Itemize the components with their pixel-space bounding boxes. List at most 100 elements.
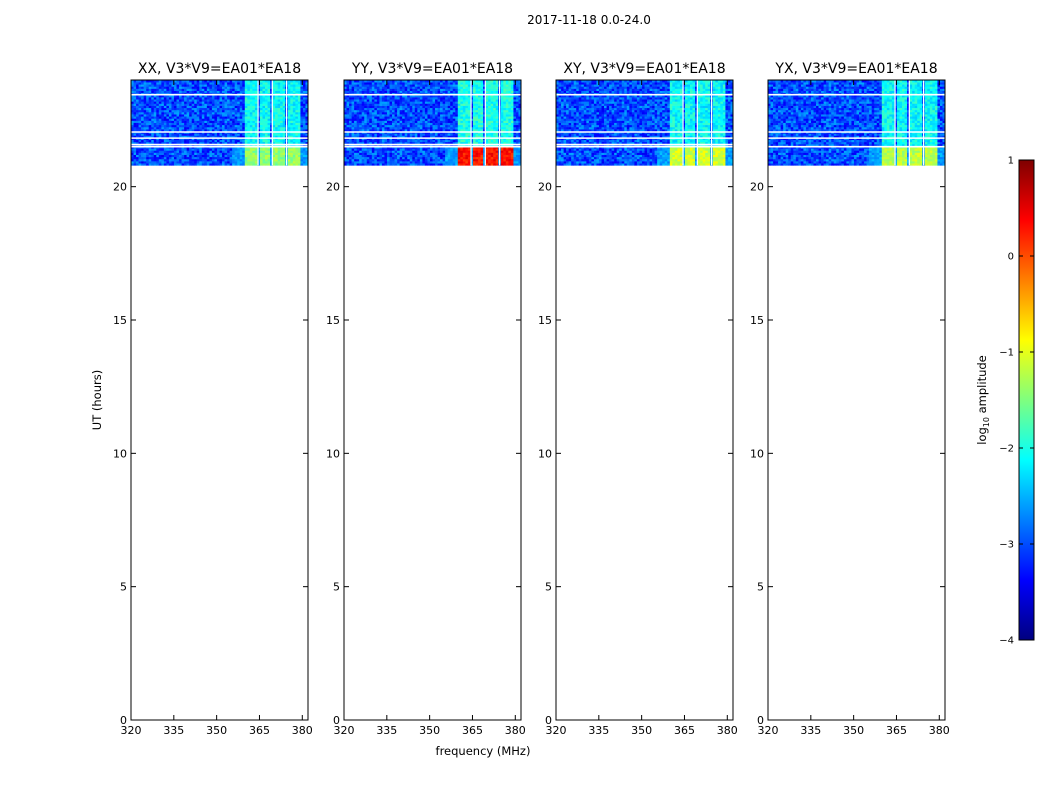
heatmap-cell bbox=[392, 101, 395, 104]
heatmap-cell bbox=[232, 116, 235, 119]
heatmap-cell bbox=[189, 161, 192, 164]
heatmap-cell bbox=[414, 135, 418, 138]
heatmap-cell bbox=[270, 82, 273, 85]
heatmap-cell bbox=[452, 150, 456, 153]
heatmap-cell bbox=[173, 80, 177, 83]
heatmap-cell bbox=[344, 105, 347, 109]
heatmap-cell bbox=[485, 148, 489, 151]
heatmap-cell bbox=[432, 126, 436, 130]
heatmap-cell bbox=[346, 99, 350, 102]
heatmap-cell bbox=[267, 90, 271, 94]
heatmap-cell bbox=[402, 163, 405, 166]
heatmap-cell bbox=[513, 154, 517, 158]
heatmap-cell bbox=[359, 105, 362, 109]
heatmap-cell bbox=[252, 97, 256, 100]
heatmap-cell bbox=[437, 152, 441, 155]
heatmap-cell bbox=[505, 163, 509, 166]
heatmap-cell bbox=[232, 122, 235, 126]
heatmap-cell bbox=[407, 99, 411, 102]
heatmap-cell bbox=[173, 109, 177, 113]
heatmap-cell bbox=[490, 133, 494, 136]
heatmap-cell bbox=[146, 112, 149, 115]
heatmap-cell bbox=[168, 141, 172, 145]
heatmap-cell bbox=[414, 139, 418, 143]
heatmap-cell bbox=[272, 161, 276, 164]
heatmap-cell bbox=[229, 101, 233, 104]
heatmap-cell bbox=[417, 114, 421, 117]
heatmap-cell bbox=[417, 158, 421, 162]
heatmap-cell bbox=[344, 163, 347, 166]
heatmap-cell bbox=[277, 116, 281, 119]
heatmap-cell bbox=[480, 112, 484, 115]
heatmap-cell bbox=[394, 120, 398, 123]
heatmap-cell bbox=[267, 163, 271, 166]
heatmap-cell bbox=[158, 122, 162, 126]
heatmap-cell bbox=[173, 161, 177, 164]
heatmap-cell bbox=[447, 133, 451, 136]
heatmap-cell bbox=[166, 126, 170, 130]
heatmap-cell bbox=[369, 152, 373, 155]
heatmap-cell bbox=[427, 163, 431, 166]
heatmap-cell bbox=[224, 156, 228, 160]
heatmap-cell bbox=[442, 107, 446, 111]
heatmap-cell bbox=[432, 116, 436, 119]
heatmap-cell bbox=[181, 120, 185, 123]
heatmap-cell bbox=[184, 139, 187, 143]
heatmap-cell bbox=[252, 103, 256, 106]
heatmap-cell bbox=[369, 112, 373, 115]
heatmap-cell bbox=[262, 84, 266, 87]
heatmap-cell bbox=[199, 163, 203, 166]
heatmap-cell bbox=[389, 135, 393, 138]
heatmap-cell bbox=[295, 84, 299, 87]
heatmap-cell bbox=[184, 97, 187, 100]
heatmap-cell bbox=[191, 112, 195, 115]
heatmap-cell bbox=[191, 156, 195, 160]
heatmap-cell bbox=[478, 154, 481, 158]
heatmap-cell bbox=[407, 154, 411, 158]
heatmap-cell bbox=[475, 120, 479, 123]
heatmap-cell bbox=[495, 152, 499, 155]
heatmap-cell bbox=[186, 133, 190, 136]
heatmap-cell bbox=[181, 118, 185, 121]
heatmap-cell bbox=[493, 114, 497, 117]
heatmap-cell bbox=[277, 150, 281, 153]
heatmap-cell bbox=[227, 141, 230, 145]
heatmap-cell bbox=[239, 163, 243, 166]
heatmap-cell bbox=[432, 109, 436, 113]
heatmap-cell bbox=[232, 158, 235, 162]
heatmap-cell bbox=[143, 90, 147, 94]
heatmap-cell bbox=[366, 118, 370, 121]
heatmap-cell bbox=[171, 152, 175, 155]
heatmap-cell bbox=[184, 126, 187, 130]
heatmap-cell bbox=[219, 126, 223, 130]
heatmap-cell bbox=[354, 150, 357, 153]
heatmap-cell bbox=[222, 163, 225, 166]
heatmap-cell bbox=[392, 133, 395, 136]
heatmap-cell bbox=[249, 122, 253, 126]
heatmap-cell bbox=[361, 112, 365, 115]
heatmap-cell bbox=[442, 154, 446, 158]
heatmap-cell bbox=[277, 156, 281, 160]
heatmap-cell bbox=[470, 112, 474, 115]
heatmap-cell bbox=[234, 156, 238, 160]
heatmap-cell bbox=[366, 101, 370, 104]
heatmap-cell bbox=[495, 122, 499, 126]
heatmap-cell bbox=[478, 150, 481, 153]
heatmap-cell bbox=[199, 80, 203, 83]
heatmap-cell bbox=[440, 124, 443, 128]
heatmap-cell bbox=[290, 133, 294, 136]
heatmap-cell bbox=[282, 97, 286, 100]
heatmap-cell bbox=[302, 133, 306, 136]
heatmap-cell bbox=[472, 122, 476, 126]
heatmap-cell bbox=[176, 112, 180, 115]
heatmap-cell bbox=[272, 109, 276, 113]
heatmap-cell bbox=[209, 94, 213, 98]
heatmap-cell bbox=[424, 124, 428, 128]
heatmap-cell bbox=[257, 135, 261, 138]
heatmap-cell bbox=[204, 116, 208, 119]
heatmap-cell bbox=[156, 152, 160, 155]
heatmap-cell bbox=[513, 114, 517, 117]
heatmap-cell bbox=[227, 90, 230, 94]
heatmap-cell bbox=[176, 148, 180, 151]
heatmap-cell bbox=[437, 163, 441, 166]
